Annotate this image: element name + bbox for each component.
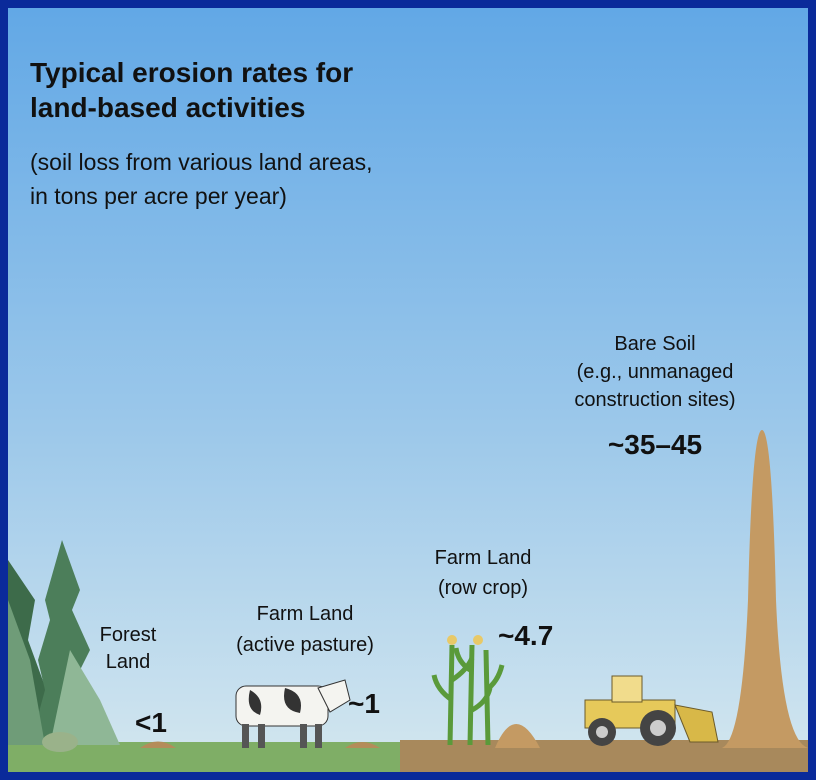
- item-label: construction sites): [574, 389, 735, 411]
- subtitle: (soil loss from various land areas,: [30, 149, 373, 175]
- title: Typical erosion rates for: [30, 57, 353, 88]
- tassel: [447, 635, 457, 645]
- item-label: (row crop): [438, 577, 528, 599]
- subtitle: in tons per acre per year): [30, 183, 287, 209]
- item-value: ~4.7: [498, 620, 553, 651]
- item-label: Farm Land: [435, 547, 532, 569]
- item-label: (active pasture): [236, 634, 374, 656]
- item-label: Land: [106, 651, 151, 673]
- tassel: [473, 635, 483, 645]
- item-value: ~35–45: [608, 429, 702, 460]
- item-value: ~1: [348, 688, 380, 719]
- item-label: Bare Soil: [614, 333, 695, 355]
- item-label: (e.g., unmanaged: [577, 361, 734, 383]
- item-label: Farm Land: [257, 603, 354, 625]
- infographic: Typical erosion rates for land-based act…: [0, 0, 816, 780]
- item-label: Forest: [100, 624, 157, 646]
- item-value: <1: [135, 707, 167, 738]
- title: land-based activities: [30, 92, 305, 123]
